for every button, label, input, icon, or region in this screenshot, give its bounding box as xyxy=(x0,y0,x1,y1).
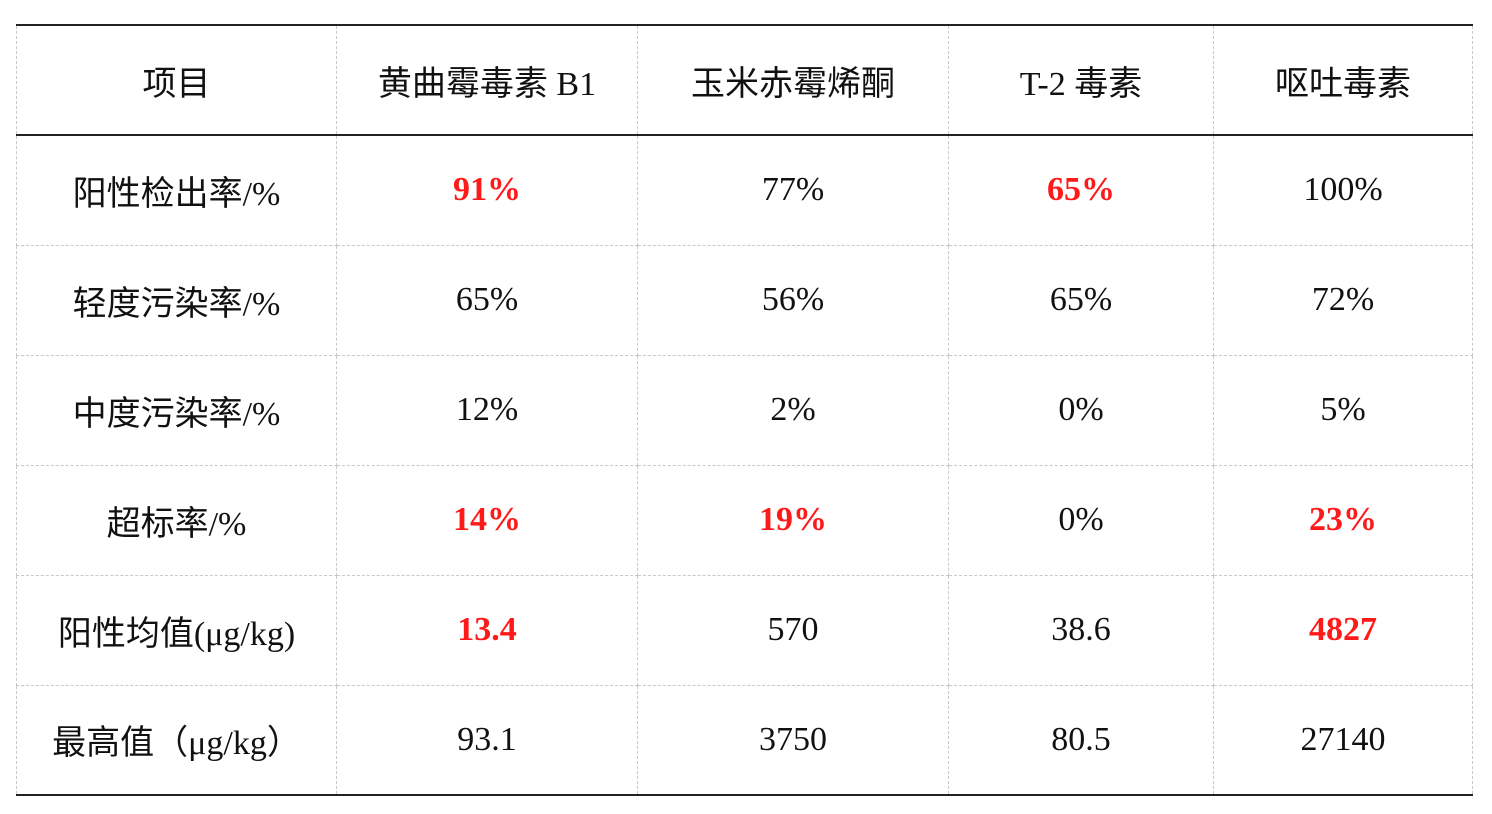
table-cell: 65% xyxy=(948,135,1214,246)
table-cell: 0% xyxy=(948,465,1214,576)
table-cell: 19% xyxy=(637,465,949,576)
table-cell: 100% xyxy=(1213,135,1473,246)
table-cell: 2% xyxy=(637,355,949,466)
table-cell: 5% xyxy=(1213,355,1473,466)
table-cell: 4827 xyxy=(1213,575,1473,686)
table-row: 阳性检出率/% 91% 77% 65% 100% xyxy=(16,135,1473,246)
row-label: 超标率/% xyxy=(16,465,337,576)
table-cell: 23% xyxy=(1213,465,1473,576)
row-label: 中度污染率/% xyxy=(16,355,337,466)
table-cell: 570 xyxy=(637,575,949,686)
table-cell: 14% xyxy=(336,465,638,576)
table-row: 超标率/% 14% 19% 0% 23% xyxy=(16,465,1473,576)
header-zearalenone: 玉米赤霉烯酮 xyxy=(637,24,949,136)
mycotoxin-table: 项目 黄曲霉毒素 B1 玉米赤霉烯酮 T-2 毒素 呕吐毒素 阳性检出率/% 9… xyxy=(16,24,1473,796)
table-body: 阳性检出率/% 91% 77% 65% 100% 轻度污染率/% 65% 56%… xyxy=(16,135,1473,796)
header-item: 项目 xyxy=(16,24,337,136)
table-cell: 77% xyxy=(637,135,949,246)
table-cell: 65% xyxy=(336,245,638,356)
row-label: 轻度污染率/% xyxy=(16,245,337,356)
table-cell: 13.4 xyxy=(336,575,638,686)
row-label: 阳性检出率/% xyxy=(16,135,337,246)
table-row: 中度污染率/% 12% 2% 0% 5% xyxy=(16,355,1473,466)
table-cell: 91% xyxy=(336,135,638,246)
table-cell: 72% xyxy=(1213,245,1473,356)
table-cell: 80.5 xyxy=(948,685,1214,796)
table-cell: 27140 xyxy=(1213,685,1473,796)
table-cell: 93.1 xyxy=(336,685,638,796)
table-cell: 38.6 xyxy=(948,575,1214,686)
table-header: 项目 黄曲霉毒素 B1 玉米赤霉烯酮 T-2 毒素 呕吐毒素 xyxy=(16,24,1473,136)
header-aflatoxin-b1: 黄曲霉毒素 B1 xyxy=(336,24,638,136)
header-vomitoxin: 呕吐毒素 xyxy=(1213,24,1473,136)
table-cell: 12% xyxy=(336,355,638,466)
table-cell: 56% xyxy=(637,245,949,356)
table-row: 阳性均值(μg/kg) 13.4 570 38.6 4827 xyxy=(16,575,1473,686)
table-row: 最高值（μg/kg） 93.1 3750 80.5 27140 xyxy=(16,685,1473,796)
table-cell: 65% xyxy=(948,245,1214,356)
row-label: 阳性均值(μg/kg) xyxy=(16,575,337,686)
table-row: 轻度污染率/% 65% 56% 65% 72% xyxy=(16,245,1473,356)
header-t2-toxin: T-2 毒素 xyxy=(948,24,1214,136)
header-row: 项目 黄曲霉毒素 B1 玉米赤霉烯酮 T-2 毒素 呕吐毒素 xyxy=(16,24,1473,136)
table-cell: 0% xyxy=(948,355,1214,466)
table-cell: 3750 xyxy=(637,685,949,796)
row-label: 最高值（μg/kg） xyxy=(16,685,337,796)
